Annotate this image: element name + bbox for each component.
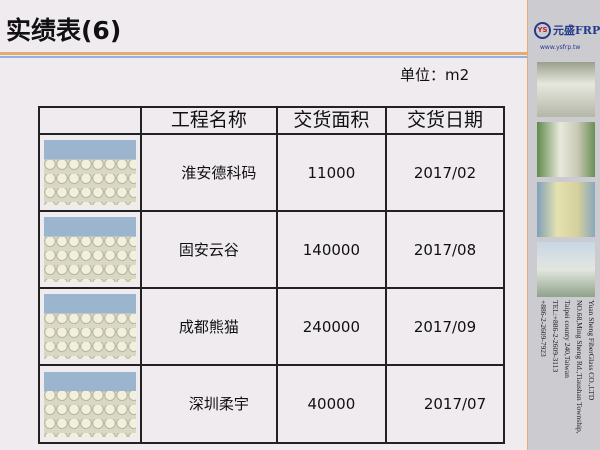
project-name: 淮安德科码 <box>140 133 278 212</box>
header-delivery-date: 交货日期 <box>384 106 506 135</box>
brand-name: 元盛FRP <box>553 24 600 37</box>
delivery-date: 2017/09 <box>384 287 506 366</box>
side-photo <box>537 122 595 177</box>
delivery-area: 11000 <box>275 133 387 212</box>
photo-cell <box>38 287 142 366</box>
photo-cell <box>38 210 142 289</box>
table-row: 淮安德科码 11000 2017/02 <box>38 133 506 212</box>
table-row: 深圳柔宇 40000 2017/07 <box>38 364 506 444</box>
company-address: Yuan Sheng FiberGlass CO.,LTD NO.68,Ming… <box>532 300 597 434</box>
project-photo <box>44 371 136 437</box>
delivery-date: 2017/02 <box>384 133 506 212</box>
photo-cell <box>38 133 142 212</box>
project-name: 成都熊猫 <box>140 287 278 366</box>
table-row: 成都熊猫 240000 2017/09 <box>38 287 506 366</box>
side-photo <box>537 182 595 237</box>
unit-label: 单位：m2 <box>400 66 470 84</box>
ys-logo-icon: YS <box>534 22 551 39</box>
sidebar-panel: YS 元盛FRP www.ysfrp.tw Yuan Sheng FiberGl… <box>527 0 600 450</box>
performance-table: 工程名称 交货面积 交货日期 淮安德科码 11000 2017/02 固安云谷 … <box>38 106 506 444</box>
photo-cell <box>38 364 142 444</box>
side-photo <box>537 242 595 297</box>
project-name: 深圳柔宇 <box>140 364 278 444</box>
company-url: www.ysfrp.tw <box>540 44 581 51</box>
project-photo <box>44 217 136 282</box>
table-header-row: 工程名称 交货面积 交货日期 <box>38 106 506 135</box>
address-line: NO.68,Ming Sheng Rd.,Tiaushan Township, <box>575 300 584 434</box>
address-line: Yuan Sheng FiberGlass CO.,LTD <box>587 300 596 401</box>
delivery-area: 40000 <box>275 364 387 444</box>
header-delivery-area: 交货面积 <box>275 106 387 135</box>
delivery-date: 2017/08 <box>384 210 506 289</box>
project-photo <box>44 140 136 205</box>
title-divider-orange <box>0 52 527 55</box>
company-logo: YS 元盛FRP <box>534 20 600 41</box>
project-name: 固安云谷 <box>140 210 278 289</box>
title-divider-blue <box>0 56 527 58</box>
header-photo <box>38 106 142 135</box>
side-photo <box>537 62 595 117</box>
address-line: TEL:+886-2-2609-3113 <box>551 300 560 373</box>
address-line: Taipei county 240,Taiwan <box>563 300 572 378</box>
delivery-area: 240000 <box>275 287 387 366</box>
header-project-name: 工程名称 <box>140 106 278 135</box>
address-line: +886-2-2609-7923 <box>539 300 548 357</box>
delivery-area: 140000 <box>275 210 387 289</box>
page-title: 实绩表(6) <box>6 16 122 45</box>
delivery-date: 2017/07 <box>384 364 506 444</box>
project-photo <box>44 294 136 359</box>
table-row: 固安云谷 140000 2017/08 <box>38 210 506 289</box>
